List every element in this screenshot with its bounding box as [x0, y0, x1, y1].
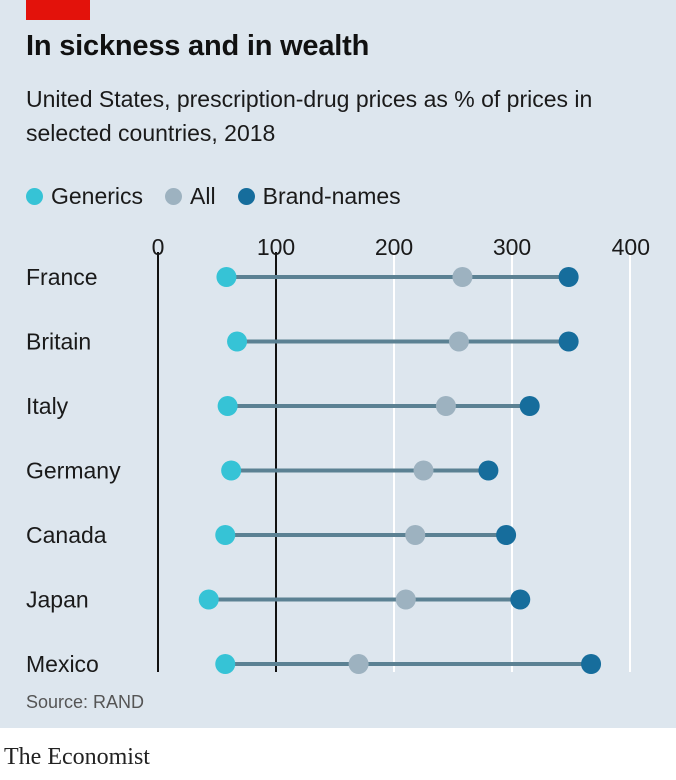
dot-generics-canada — [215, 525, 236, 545]
row-britain: Britain — [26, 329, 579, 355]
chart-panel — [0, 0, 676, 728]
dot-all-mexico — [348, 654, 369, 674]
chart-title: In sickness and in wealth — [26, 30, 370, 62]
legend-item-brand-names: Brand-names — [237, 182, 401, 210]
legend-dot-all — [165, 187, 183, 205]
legend-item-generics: Generics — [26, 183, 143, 210]
x-tick-label-0: 0 — [152, 234, 165, 260]
legend: Generics All Brand-names — [26, 180, 423, 212]
category-label-canada: Canada — [26, 522, 107, 548]
grid-layer: 0 100 200 300 400 — [152, 234, 650, 672]
legend-label-brand-names: Brand-names — [262, 182, 401, 209]
dot-brand-names-germany — [478, 460, 499, 481]
dot-range-chart: 0 100 200 300 400 France Britain Italy Germany C… — [26, 234, 650, 677]
dot-generics-japan — [198, 589, 219, 610]
dot-generics-france — [216, 267, 237, 287]
chart-subtitle: United States, prescription-drug prices … — [26, 86, 593, 146]
category-label-japan: Japan — [26, 587, 89, 613]
category-label-mexico: Mexico — [26, 651, 99, 677]
dot-all-canada — [405, 525, 426, 545]
dot-brand-names-japan — [510, 589, 531, 610]
dot-all-italy — [435, 396, 456, 416]
brand-tag — [26, 0, 90, 20]
row-layer: France Britain Italy Germany Canada Japan Mexi… — [26, 264, 602, 677]
x-tick-label-400: 400 — [612, 234, 650, 260]
legend-item-all: All — [165, 183, 216, 210]
legend-dot-generics — [26, 187, 43, 205]
category-label-france: France — [26, 264, 98, 290]
row-germany: Germany — [26, 458, 499, 484]
source-note: Source: RAND — [26, 692, 145, 712]
row-japan: Japan — [26, 587, 531, 613]
dot-generics-germany — [221, 460, 242, 481]
legend-label-generics: Generics — [51, 182, 144, 209]
x-tick-label-100: 100 — [257, 234, 295, 260]
row-canada: Canada — [26, 522, 517, 548]
dot-brand-names-france — [558, 267, 579, 287]
dot-generics-mexico — [215, 654, 236, 674]
dot-all-france — [452, 267, 473, 287]
publisher-logo: The Economist — [4, 744, 150, 770]
x-tick-label-200: 200 — [375, 234, 413, 260]
legend-label-all: All — [190, 182, 216, 209]
dot-all-britain — [448, 331, 469, 352]
dot-generics-britain — [227, 331, 248, 352]
dot-all-japan — [395, 589, 416, 610]
category-label-italy: Italy — [26, 393, 69, 419]
dot-generics-italy — [217, 396, 238, 416]
dot-brand-names-mexico — [581, 654, 602, 674]
row-mexico: Mexico — [26, 651, 602, 677]
dot-all-germany — [413, 460, 434, 481]
legend-dot-brand-names — [237, 187, 255, 205]
dot-brand-names-canada — [496, 525, 517, 545]
row-italy: Italy — [26, 393, 540, 419]
dot-brand-names-italy — [519, 396, 540, 416]
row-france: France — [26, 264, 579, 290]
x-tick-label-300: 300 — [493, 234, 531, 260]
category-label-germany: Germany — [26, 458, 121, 484]
category-label-britain: Britain — [26, 329, 91, 355]
dot-brand-names-britain — [558, 331, 579, 352]
